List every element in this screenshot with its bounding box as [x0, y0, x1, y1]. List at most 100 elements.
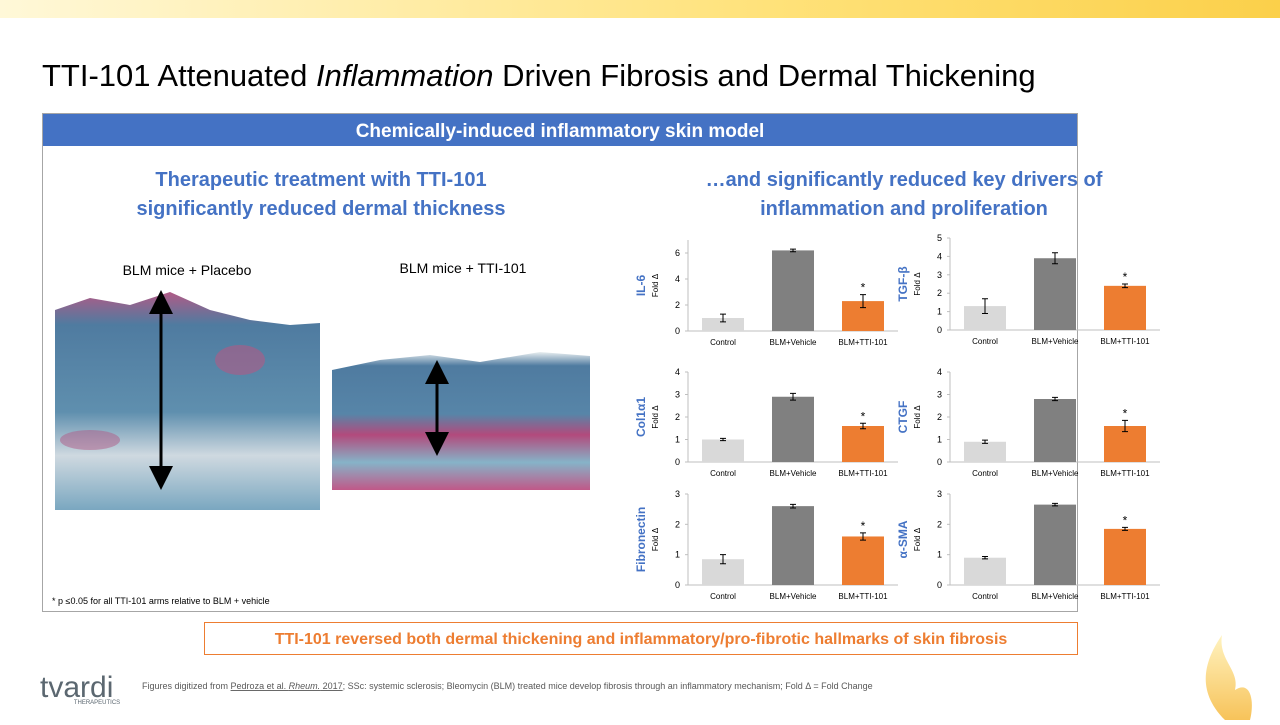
significance-marker: * [1123, 513, 1128, 527]
x-tick-label: BLM+TTI-101 [1100, 337, 1150, 346]
title-part: Driven Fibrosis and Dermal Thickening [493, 58, 1035, 93]
error-bar [982, 439, 988, 444]
left-heading: Therapeutic treatment with TTI-101 [155, 169, 486, 191]
y-axis-label: IL-6 [634, 275, 648, 297]
y-tick-label: 1 [937, 307, 942, 317]
error-bar [1052, 396, 1058, 402]
y-axis-sublabel: Fold Δ [651, 405, 660, 429]
footer-link: 2017 [320, 681, 343, 691]
x-tick-label: Control [710, 592, 736, 601]
x-tick-label: BLM+Vehicle [770, 592, 817, 601]
right-heading: …and significantly reduced key drivers o… [706, 169, 1103, 191]
significance-marker: * [861, 281, 866, 295]
bar [964, 441, 1006, 462]
bar [772, 250, 814, 331]
slide-title: TTI-101 Attenuated Inflammation Driven F… [42, 58, 1036, 93]
y-tick-label: 3 [937, 390, 942, 400]
bar [842, 426, 884, 462]
x-tick-label: BLM+TTI-101 [838, 469, 888, 478]
x-tick-label: Control [710, 469, 736, 478]
y-tick-label: 6 [675, 248, 680, 258]
x-tick-label: BLM+Vehicle [1032, 337, 1079, 346]
y-axis-label: TGF-β [896, 266, 910, 301]
y-tick-label: 0 [937, 457, 942, 467]
x-tick-label: BLM+TTI-101 [838, 592, 888, 601]
x-tick-label: BLM+TTI-101 [1100, 469, 1150, 478]
error-bar [720, 437, 726, 442]
y-tick-label: 3 [675, 390, 680, 400]
y-tick-label: 2 [675, 519, 680, 529]
y-tick-label: 1 [675, 435, 680, 445]
bar [702, 318, 744, 331]
bar [1104, 528, 1146, 585]
bar [1104, 285, 1146, 330]
y-tick-label: 3 [937, 270, 942, 280]
footer-link: Rheum. [289, 681, 321, 691]
footer-note: Figures digitized from Pedroza et al. Rh… [142, 681, 873, 691]
x-tick-label: BLM+Vehicle [1032, 592, 1079, 601]
x-tick-label: Control [710, 338, 736, 347]
x-tick-label: Control [972, 592, 998, 601]
y-axis-sublabel: Fold Δ [913, 405, 922, 429]
y-tick-label: 3 [675, 489, 680, 499]
x-tick-label: BLM+Vehicle [770, 469, 817, 478]
y-tick-label: 2 [675, 412, 680, 422]
footer-text: ; SSc: systemic sclerosis; Bleomycin (BL… [343, 681, 873, 691]
image-label: BLM mice + Placebo [123, 262, 252, 278]
y-tick-label: 1 [937, 435, 942, 445]
significance-marker: * [1123, 406, 1128, 420]
y-tick-label: 5 [937, 233, 942, 243]
title-italic: Inflammation [316, 58, 493, 93]
footer-link: Pedroza et al. [231, 681, 289, 691]
bar [1034, 258, 1076, 330]
y-tick-label: 4 [675, 367, 680, 377]
error-bar [720, 313, 726, 323]
y-tick-label: 2 [937, 519, 942, 529]
y-tick-label: 0 [937, 580, 942, 590]
y-axis-label: CTGF [896, 401, 910, 434]
conclusion-box [204, 622, 1078, 655]
y-axis-sublabel: Fold Δ [651, 273, 660, 297]
panel-header-bg [43, 114, 1077, 146]
logo: tvardi [40, 671, 113, 704]
y-axis-label: Fibronectin [634, 507, 648, 572]
y-tick-label: 1 [675, 550, 680, 560]
error-bar [1122, 526, 1128, 531]
x-tick-label: BLM+Vehicle [770, 338, 817, 347]
error-bar [790, 392, 796, 401]
error-bar [790, 503, 796, 509]
y-tick-label: 0 [675, 457, 680, 467]
y-axis-sublabel: Fold Δ [913, 527, 922, 551]
bar [964, 557, 1006, 585]
y-axis-label: α-SMA [896, 520, 910, 558]
y-tick-label: 0 [937, 325, 942, 335]
top-bar [0, 0, 1280, 18]
logo-tagline: THERAPEUTICS [74, 700, 120, 706]
y-tick-label: 0 [675, 326, 680, 336]
histology-image [55, 290, 320, 510]
error-bar [860, 294, 866, 309]
y-tick-label: 2 [937, 412, 942, 422]
y-tick-label: 3 [937, 489, 942, 499]
image-label: BLM mice + TTI-101 [400, 260, 527, 276]
y-axis-sublabel: Fold Δ [913, 272, 922, 296]
y-tick-label: 4 [937, 367, 942, 377]
flame-decoration [1205, 635, 1252, 720]
error-bar [982, 555, 988, 560]
error-bar [1052, 252, 1058, 265]
y-tick-label: 0 [675, 580, 680, 590]
y-axis-label: Col1α1 [634, 397, 648, 437]
x-tick-label: BLM+TTI-101 [838, 338, 888, 347]
footer-text: Figures digitized from [142, 681, 231, 691]
y-tick-label: 2 [675, 300, 680, 310]
bar [772, 396, 814, 462]
error-bar [1122, 283, 1128, 289]
significance-marker: * [861, 519, 866, 533]
y-tick-label: 1 [937, 550, 942, 560]
bar [1034, 504, 1076, 585]
error-bar [790, 248, 796, 253]
x-tick-label: BLM+TTI-101 [1100, 592, 1150, 601]
significance-marker: * [861, 409, 866, 423]
